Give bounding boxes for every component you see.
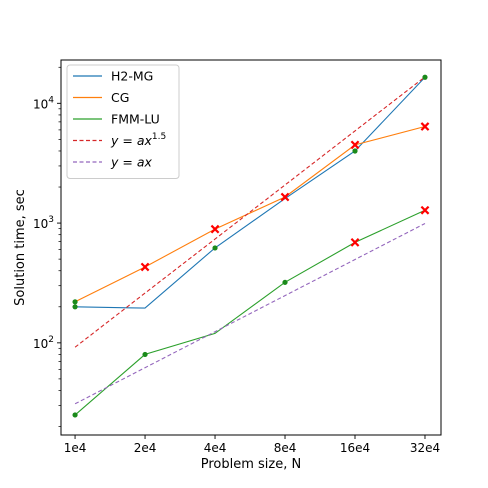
dot-marker-1: [72, 299, 78, 305]
legend-entry-3: y = ax1.5: [73, 132, 166, 148]
legend-entry-1: CG: [73, 90, 129, 105]
x-tick-label-0: 1e4: [64, 441, 87, 455]
x-axis-label: Problem size, N: [201, 457, 301, 472]
dot-marker-3: [142, 351, 148, 358]
series-line-3: [74, 76, 426, 348]
legend-entry-0: H2-MG: [73, 69, 153, 84]
legend-label-0: H2-MG: [111, 69, 153, 84]
series-layer: [74, 76, 426, 416]
tick-layer: 1e4 2e4 4e4 8e4 16e4 32e4 102 103 104: [33, 66, 440, 455]
legend-label-3: y = ax1.5: [110, 132, 166, 148]
legend-box: [66, 64, 180, 179]
dot-marker-6: [352, 148, 358, 154]
series-line-1: [74, 125, 426, 303]
x-tick-label-3: 8e4: [274, 441, 297, 455]
x-marker-0: [140, 262, 150, 272]
x-tick-label-1: 2e4: [134, 441, 157, 455]
x-marker-6: [420, 205, 430, 215]
marker-layer: [72, 74, 430, 418]
x-tick-label-4: 16e4: [340, 441, 370, 455]
y-tick-label-0: 102: [33, 335, 54, 351]
dot-marker-2: [72, 412, 78, 418]
dot-marker-0: [72, 304, 78, 310]
legend-entry-2: FMM-LU: [73, 112, 160, 127]
x-marker-4: [350, 140, 360, 150]
series-line-0: [75, 76, 426, 309]
legend-label-1: CG: [111, 90, 129, 105]
series-line-4: [74, 223, 426, 405]
x-marker-1: [210, 224, 220, 234]
x-marker-2: [280, 192, 290, 202]
series-line-2: [74, 209, 426, 416]
legend-label-4: y = ax: [110, 155, 152, 170]
y-axis-label: Solution time, sec: [13, 189, 28, 306]
x-tick-label-2: 4e4: [204, 441, 227, 455]
legend-label-2: FMM-LU: [111, 112, 160, 127]
x-marker-3: [350, 238, 360, 247]
dot-marker-4: [212, 245, 218, 251]
y-tick-label-1: 103: [33, 215, 54, 231]
x-tick-label-5: 32e4: [410, 441, 440, 455]
legend: H2-MG CG FMM-LU y = ax1.5 y = ax: [66, 64, 180, 179]
legend-entry-4: y = ax: [73, 155, 152, 170]
dot-marker-5: [282, 279, 288, 285]
dot-marker-7: [422, 74, 428, 80]
y-tick-label-2: 104: [33, 95, 54, 111]
x-marker-5: [420, 122, 430, 131]
plot-frame: [60, 59, 442, 436]
